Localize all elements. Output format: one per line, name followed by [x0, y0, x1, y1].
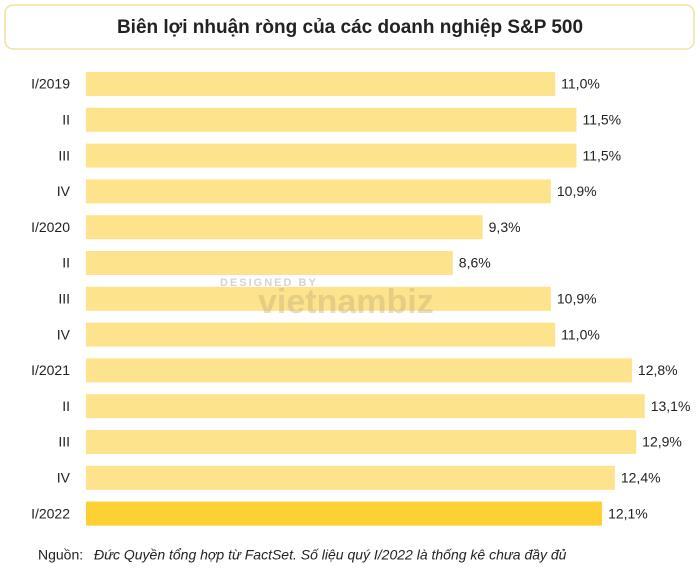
- value-label: 8,6%: [459, 255, 491, 271]
- category-label: I/2020: [31, 219, 70, 235]
- value-label: 12,9%: [642, 434, 682, 450]
- title-box: [4, 4, 695, 50]
- bar: [86, 143, 577, 168]
- category-label: III: [58, 147, 70, 163]
- value-label: 11,0%: [561, 326, 600, 342]
- bar: [86, 215, 483, 240]
- value-label: 11,5%: [582, 112, 621, 128]
- value-label: 9,3%: [489, 219, 521, 235]
- value-label: 10,9%: [557, 183, 597, 199]
- category-label: IV: [57, 470, 71, 486]
- category-label: I/2021: [31, 362, 70, 378]
- value-label: 12,1%: [608, 505, 648, 521]
- value-label: 12,4%: [621, 470, 661, 486]
- value-label: 13,1%: [651, 398, 691, 414]
- value-label: 11,5%: [582, 147, 621, 163]
- category-label: II: [62, 398, 70, 414]
- category-label: IV: [57, 326, 71, 342]
- bar: [86, 394, 645, 419]
- value-label: 10,9%: [557, 291, 597, 307]
- bar: [86, 501, 603, 526]
- bar: [86, 179, 551, 204]
- chart-title: Biên lợi nhuận ròng của các doanh nghiệp…: [117, 17, 583, 38]
- value-label: 12,8%: [638, 362, 678, 378]
- plot-area: I/2019 11,0% II 11,5% III 11,5% IV 10,9% I/2020 9…: [31, 72, 690, 526]
- bar: [86, 430, 637, 454]
- source-label: Nguồn:: [38, 547, 83, 563]
- category-label: II: [62, 112, 70, 128]
- bar: [86, 107, 577, 132]
- bar: [86, 358, 632, 383]
- category-label: III: [58, 291, 70, 307]
- watermark-brand: vietnambiz: [258, 283, 434, 321]
- value-label: 11,0%: [561, 76, 600, 92]
- bar: [86, 465, 615, 490]
- category-label: I/2022: [31, 505, 70, 521]
- bar: [86, 72, 556, 96]
- category-label: III: [58, 434, 70, 450]
- category-label: IV: [57, 183, 71, 199]
- bar: [86, 251, 453, 275]
- bar: [86, 322, 556, 347]
- category-label: I/2019: [31, 76, 70, 92]
- watermark-top: DESIGNED BY: [220, 277, 318, 289]
- category-label: II: [62, 255, 70, 271]
- bar: [86, 286, 551, 311]
- source-text: Đức Quyền tổng hợp từ FactSet. Số liệu q…: [94, 547, 567, 563]
